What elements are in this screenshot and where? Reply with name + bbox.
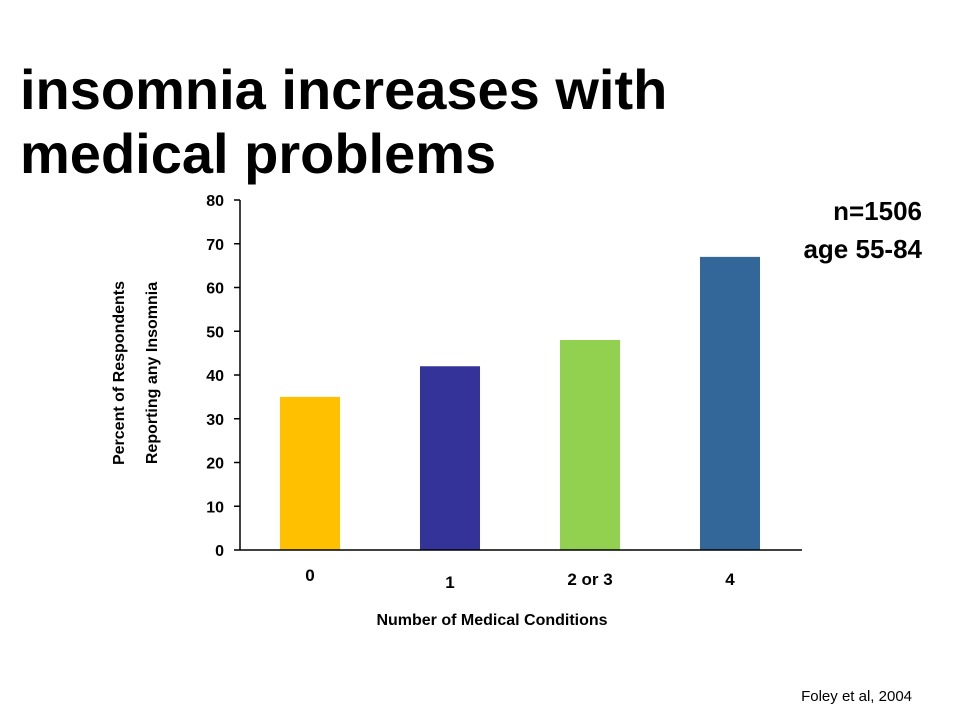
y-tick-label-3: 30 [206, 412, 224, 429]
y-tick-label-7: 70 [206, 237, 224, 254]
bar-0 [280, 396, 340, 550]
x-tick-label-0: 0 [305, 566, 314, 585]
x-tick-label-1: 1 [445, 573, 454, 592]
y-tick-label-4: 40 [206, 368, 224, 385]
y-axis-title: Percent of Respondents Reporting any Ins… [111, 281, 161, 465]
x-tick-label-3: 4 [725, 570, 735, 589]
bar-2 [560, 340, 620, 550]
y-tick-label-2: 20 [206, 456, 224, 473]
slide-title: insomnia increases with medical problems [20, 58, 667, 186]
y-axis-title-line-2: Reporting any Insomnia [144, 282, 161, 464]
y-tick-label-5: 50 [206, 324, 224, 341]
y-tick-label-1: 10 [206, 499, 224, 516]
y-tick-label-6: 60 [206, 281, 224, 298]
y-tick-label-0: 0 [215, 543, 224, 560]
sample-info: n=1506 age 55-84 [803, 192, 922, 268]
y-axis-title-line-1: Percent of Respondents [111, 281, 128, 465]
sample-size: n=1506 [833, 196, 922, 226]
bar-3 [700, 256, 760, 550]
age-range: age 55-84 [803, 234, 922, 264]
x-axis-title: Number of Medical Conditions [376, 612, 607, 629]
y-tick-label-8: 80 [206, 193, 224, 210]
x-tick-label-2: 2 or 3 [567, 570, 612, 589]
bar-1 [420, 366, 480, 550]
source-citation: Foley et al, 2004 [801, 688, 912, 705]
slide-title-line-2: medical problems [20, 122, 497, 185]
slide-title-line-1: insomnia increases with [20, 58, 668, 121]
